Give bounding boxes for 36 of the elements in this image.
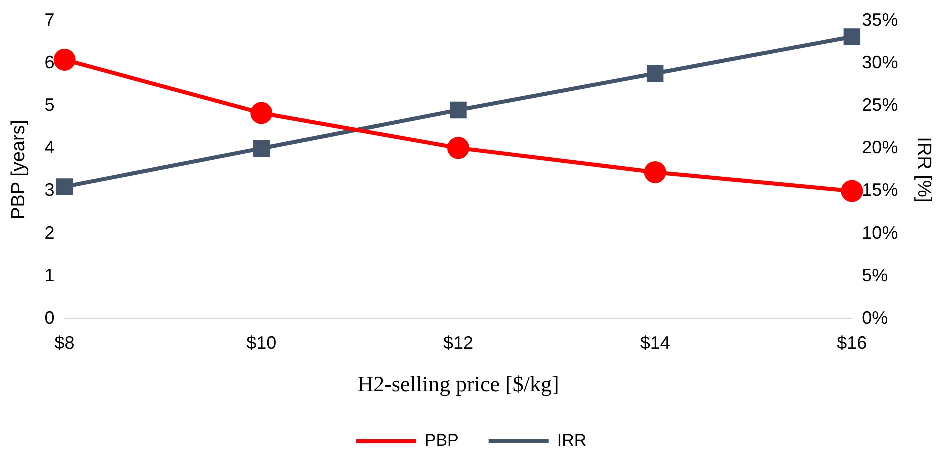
y-tick-label: 1 [44, 265, 55, 286]
y-tick-label: 5 [44, 94, 55, 115]
point [253, 140, 270, 157]
point [250, 102, 273, 124]
y-tick-label: 2 [44, 222, 55, 243]
y2-tick-label: 0% [862, 308, 888, 328]
y-tick-label: 7 [44, 10, 55, 30]
y2-tick-label: 25% [862, 94, 898, 115]
point [844, 28, 861, 46]
y2-axis-title: IRR [%] [913, 137, 934, 203]
y-axis-title: PBP [years] [8, 120, 30, 220]
x-tick-label: $8 [54, 332, 75, 353]
point [447, 137, 470, 160]
y-tick-label: 6 [44, 52, 55, 72]
point [841, 180, 864, 202]
y2-tick-label: 30% [862, 52, 898, 72]
x-tick-label: $12 [443, 332, 474, 353]
y-tick-label: 4 [44, 138, 55, 158]
x-tick-label: $16 [837, 332, 868, 353]
y2-tick-label: 35% [862, 10, 898, 30]
legend-label: PBP [424, 431, 459, 450]
y2-tick-label: 5% [862, 265, 888, 286]
y-tick-label: 3 [44, 180, 55, 200]
x-tick-label: $14 [640, 332, 670, 353]
x-axis-title: H2-selling price [$/kg] [358, 372, 560, 397]
point [450, 102, 467, 119]
point [644, 161, 666, 184]
legend-label: IRR [557, 431, 587, 450]
y2-tick-label: 20% [862, 138, 898, 158]
y2-tick-label: 10% [862, 222, 898, 243]
point [56, 178, 74, 196]
point [54, 48, 76, 71]
point [646, 65, 664, 82]
y2-tick-label: 15% [862, 180, 898, 200]
y-tick-label: 0 [44, 308, 55, 328]
x-tick-label: $10 [246, 332, 277, 353]
